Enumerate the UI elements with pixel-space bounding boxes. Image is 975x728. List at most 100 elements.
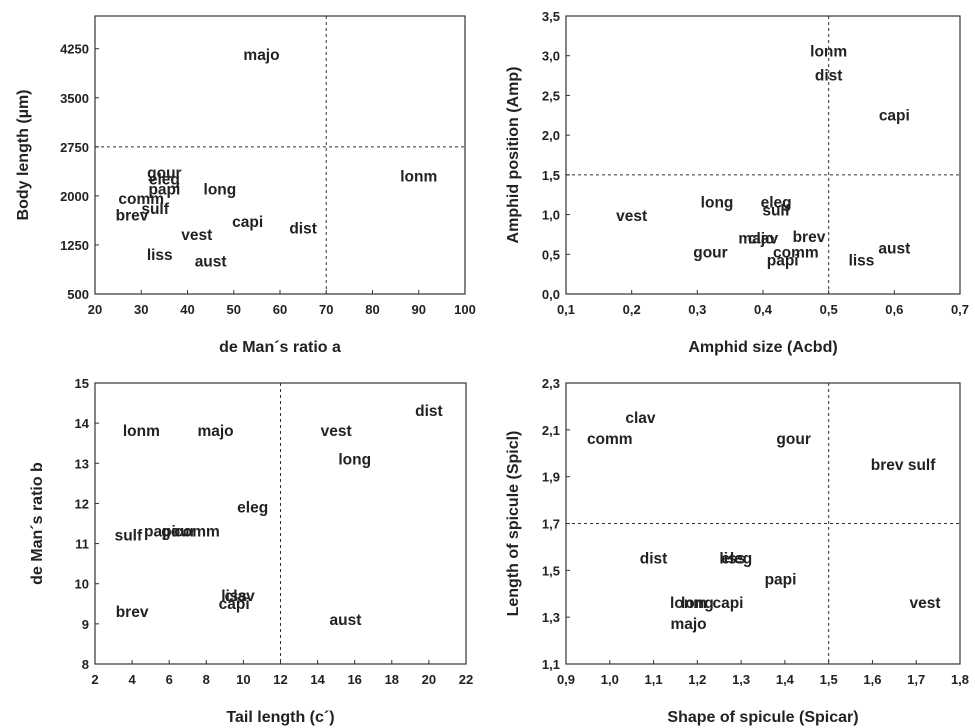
point-label-liss: liss xyxy=(147,247,173,264)
y-tick-label: 2,3 xyxy=(542,376,560,391)
point-label-majo: majo xyxy=(670,616,706,633)
point-label-vest: vest xyxy=(616,208,647,225)
y-tick-label: 0,5 xyxy=(542,247,560,262)
point-label-sulf: sulf xyxy=(762,203,790,220)
x-tick-label: 1,6 xyxy=(863,672,881,687)
y-tick-label: 11 xyxy=(75,537,89,552)
point-label-eleg: eleg xyxy=(721,551,752,568)
point-label-brev: brev xyxy=(793,229,826,246)
y-tick-label: 2000 xyxy=(60,189,89,204)
point-label-brev: brev xyxy=(116,604,149,621)
point-label-aust: aust xyxy=(195,253,227,270)
point-label-long: long xyxy=(204,181,237,198)
point-label-lonm: lonm xyxy=(810,44,847,61)
x-tick-label: 1,4 xyxy=(776,672,795,687)
y-tick-label: 1,9 xyxy=(542,470,560,485)
x-tick-label: 12 xyxy=(273,672,287,687)
point-label-majo: majo xyxy=(738,230,774,247)
point-label-gour: gour xyxy=(693,245,727,262)
point-label-majo: majo xyxy=(197,423,233,440)
x-tick-label: 0,6 xyxy=(885,302,903,317)
x-tick-label: 0,1 xyxy=(557,302,575,317)
y-tick-label: 12 xyxy=(75,496,89,511)
point-label-majo: majo xyxy=(243,47,279,64)
x-tick-label: 0,3 xyxy=(688,302,706,317)
y-tick-label: 500 xyxy=(67,287,89,302)
point-label-gour: gour xyxy=(147,165,181,182)
y-tick-label: 0,0 xyxy=(542,287,560,302)
x-tick-label: 10 xyxy=(236,672,250,687)
point-label-capi: capi xyxy=(712,595,743,612)
y-tick-label: 14 xyxy=(75,416,90,431)
y-tick-label: 2,5 xyxy=(542,88,560,103)
point-label-capi: capi xyxy=(232,214,263,231)
x-tick-label: 20 xyxy=(422,672,436,687)
x-tick-label: 4 xyxy=(128,672,136,687)
point-label-comm: comm xyxy=(118,191,164,208)
x-tick-label: 1,3 xyxy=(732,672,750,687)
y-tick-label: 2,1 xyxy=(542,423,560,438)
y-tick-label: 1,1 xyxy=(542,657,560,672)
x-tick-label: 1,1 xyxy=(645,672,663,687)
point-label-long: long xyxy=(701,195,734,212)
x-tick-label: 1,8 xyxy=(951,672,969,687)
x-tick-label: 0,2 xyxy=(623,302,641,317)
y-tick-label: 1,5 xyxy=(542,168,560,183)
x-tick-label: 18 xyxy=(385,672,399,687)
panel-spicule-length-vs-shape: 0,9 1,0 1,1 1,2 1,3 1,4 1,5 1,6 1,7 1,8 1,1 1,3 1,5 1… xyxy=(505,376,969,726)
x-tick-label: 14 xyxy=(310,672,325,687)
point-label-lonm: lonm xyxy=(670,595,707,612)
x-tick-label: 30 xyxy=(134,302,148,317)
y-tick-label: 4250 xyxy=(60,42,89,57)
y-tick-label: 3,5 xyxy=(542,9,560,24)
point-label-vest: vest xyxy=(909,595,940,612)
x-tick-label: 20 xyxy=(88,302,102,317)
panel-body-length-vs-de-man-a: 20 30 40 50 60 70 80 90 100 500 1250 2000 2750 3500 42… xyxy=(15,15,476,356)
point-label-dist: dist xyxy=(640,551,668,568)
point-label-comm: comm xyxy=(174,524,220,541)
point-label-eleg: eleg xyxy=(237,499,268,516)
x-tick-label: 0,9 xyxy=(557,672,575,687)
y-tick-label: 15 xyxy=(75,376,89,391)
x-tick-label: 1,2 xyxy=(688,672,706,687)
y-axis-title: Length of spicule (Spicl) xyxy=(505,431,522,617)
x-tick-label: 40 xyxy=(180,302,194,317)
x-axis-title: Tail length (c´) xyxy=(226,709,334,726)
point-label-papi: papi xyxy=(148,181,180,198)
y-tick-label: 10 xyxy=(75,577,89,592)
point-label-sulf: sulf xyxy=(115,528,143,545)
point-label-vest: vest xyxy=(321,423,352,440)
x-tick-label: 2 xyxy=(91,672,98,687)
x-axis-title: Shape of spicule (Spicar) xyxy=(667,709,858,726)
y-tick-label: 1,5 xyxy=(542,563,560,578)
x-tick-label: 6 xyxy=(166,672,173,687)
x-tick-label: 0,5 xyxy=(820,302,838,317)
y-tick-label: 1,7 xyxy=(542,517,560,532)
y-tick-label: 2,0 xyxy=(542,128,560,143)
point-label-long: long xyxy=(338,451,371,468)
x-tick-label: 80 xyxy=(365,302,379,317)
point-label-liss: liss xyxy=(221,588,247,605)
point-label-brev-sulf: brev sulf xyxy=(871,457,936,474)
point-label-aust: aust xyxy=(329,612,361,629)
point-label-liss: liss xyxy=(719,551,745,568)
panel-amphid-position-vs-amphid-size: 0,1 0,2 0,3 0,4 0,5 0,6 0,7 0,0 0,5 1,0 1,5 2,0 2,5 3… xyxy=(505,9,969,356)
point-label-papi: papi xyxy=(144,524,176,541)
y-tick-label: 2750 xyxy=(60,140,89,155)
point-label-dist: dist xyxy=(289,221,317,238)
y-tick-label: 13 xyxy=(75,456,89,471)
y-tick-label: 3500 xyxy=(60,91,89,106)
x-tick-label: 1,7 xyxy=(907,672,925,687)
point-label-gour: gour xyxy=(161,524,195,541)
y-axis-title: Body length (µm) xyxy=(15,90,32,221)
y-tick-label: 1250 xyxy=(60,238,89,253)
point-label-capi: capi xyxy=(219,596,250,613)
point-label-clav: clav xyxy=(225,588,256,605)
point-label-comm: comm xyxy=(587,431,633,448)
x-tick-label: 1,0 xyxy=(601,672,619,687)
point-label-aust: aust xyxy=(878,241,910,258)
x-tick-label: 100 xyxy=(454,302,476,317)
y-tick-label: 8 xyxy=(82,657,89,672)
point-label-vest: vest xyxy=(181,227,212,244)
y-axis-title: de Man´s ratio b xyxy=(29,462,46,585)
